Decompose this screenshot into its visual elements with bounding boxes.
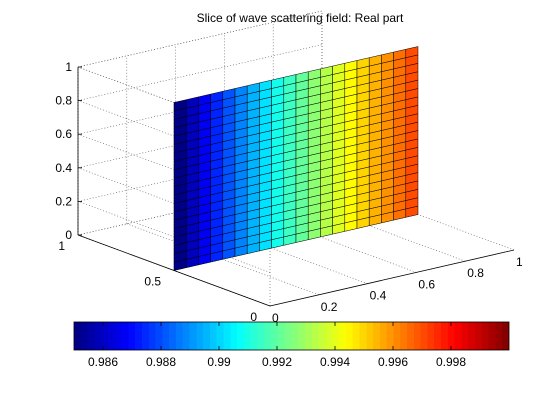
colorbar-tick-label: 0.992 xyxy=(262,355,292,369)
y-tick-label: 1 xyxy=(58,239,65,253)
colorbar-tick-label: 0.986 xyxy=(88,355,118,369)
z-tick-label: 0.2 xyxy=(55,194,72,208)
x-tick-label: 0 xyxy=(272,311,279,325)
colorbar-tick-label: 0.994 xyxy=(320,355,350,369)
x-axis-ticks: 0 0.2 0.4 0.6 0.8 1 xyxy=(272,255,523,325)
z-tick-label: 0.8 xyxy=(55,94,72,108)
x-tick-label: 0.4 xyxy=(370,289,387,303)
x-tick-label: 1 xyxy=(516,255,523,269)
colorbar-tick-label: 0.99 xyxy=(207,355,231,369)
y-axis-ticks: 00.51 xyxy=(58,239,257,324)
colorbar: 0.986 0.988 0.99 0.992 0.994 0.996 0.998 xyxy=(73,321,510,369)
x-axis-line xyxy=(269,249,515,307)
z-axis-ticks: 0 0.2 0.4 0.6 0.8 1 xyxy=(55,60,82,242)
z-tick-label: 0.6 xyxy=(55,127,72,141)
y-tick-label: 0.5 xyxy=(144,275,161,289)
y-tick-label: 0 xyxy=(250,310,257,324)
x-tick-label: 0.6 xyxy=(418,277,435,291)
x-tick-label: 0.2 xyxy=(321,300,338,314)
x-tick-label: 0.8 xyxy=(467,266,484,280)
colorbar-tick-label: 0.998 xyxy=(436,355,466,369)
chart-title: Slice of wave scattering field: Real par… xyxy=(197,11,404,25)
colorbar-tick-label: 0.988 xyxy=(146,355,176,369)
z-tick-label: 0 xyxy=(65,228,72,242)
slice-surface xyxy=(173,46,419,271)
surface-cell xyxy=(405,46,419,59)
colorbar-tick-label: 0.996 xyxy=(378,355,408,369)
z-tick-label: 0.4 xyxy=(55,161,72,175)
z-tick-label: 1 xyxy=(65,60,72,74)
colorbar-gradient xyxy=(73,321,510,351)
